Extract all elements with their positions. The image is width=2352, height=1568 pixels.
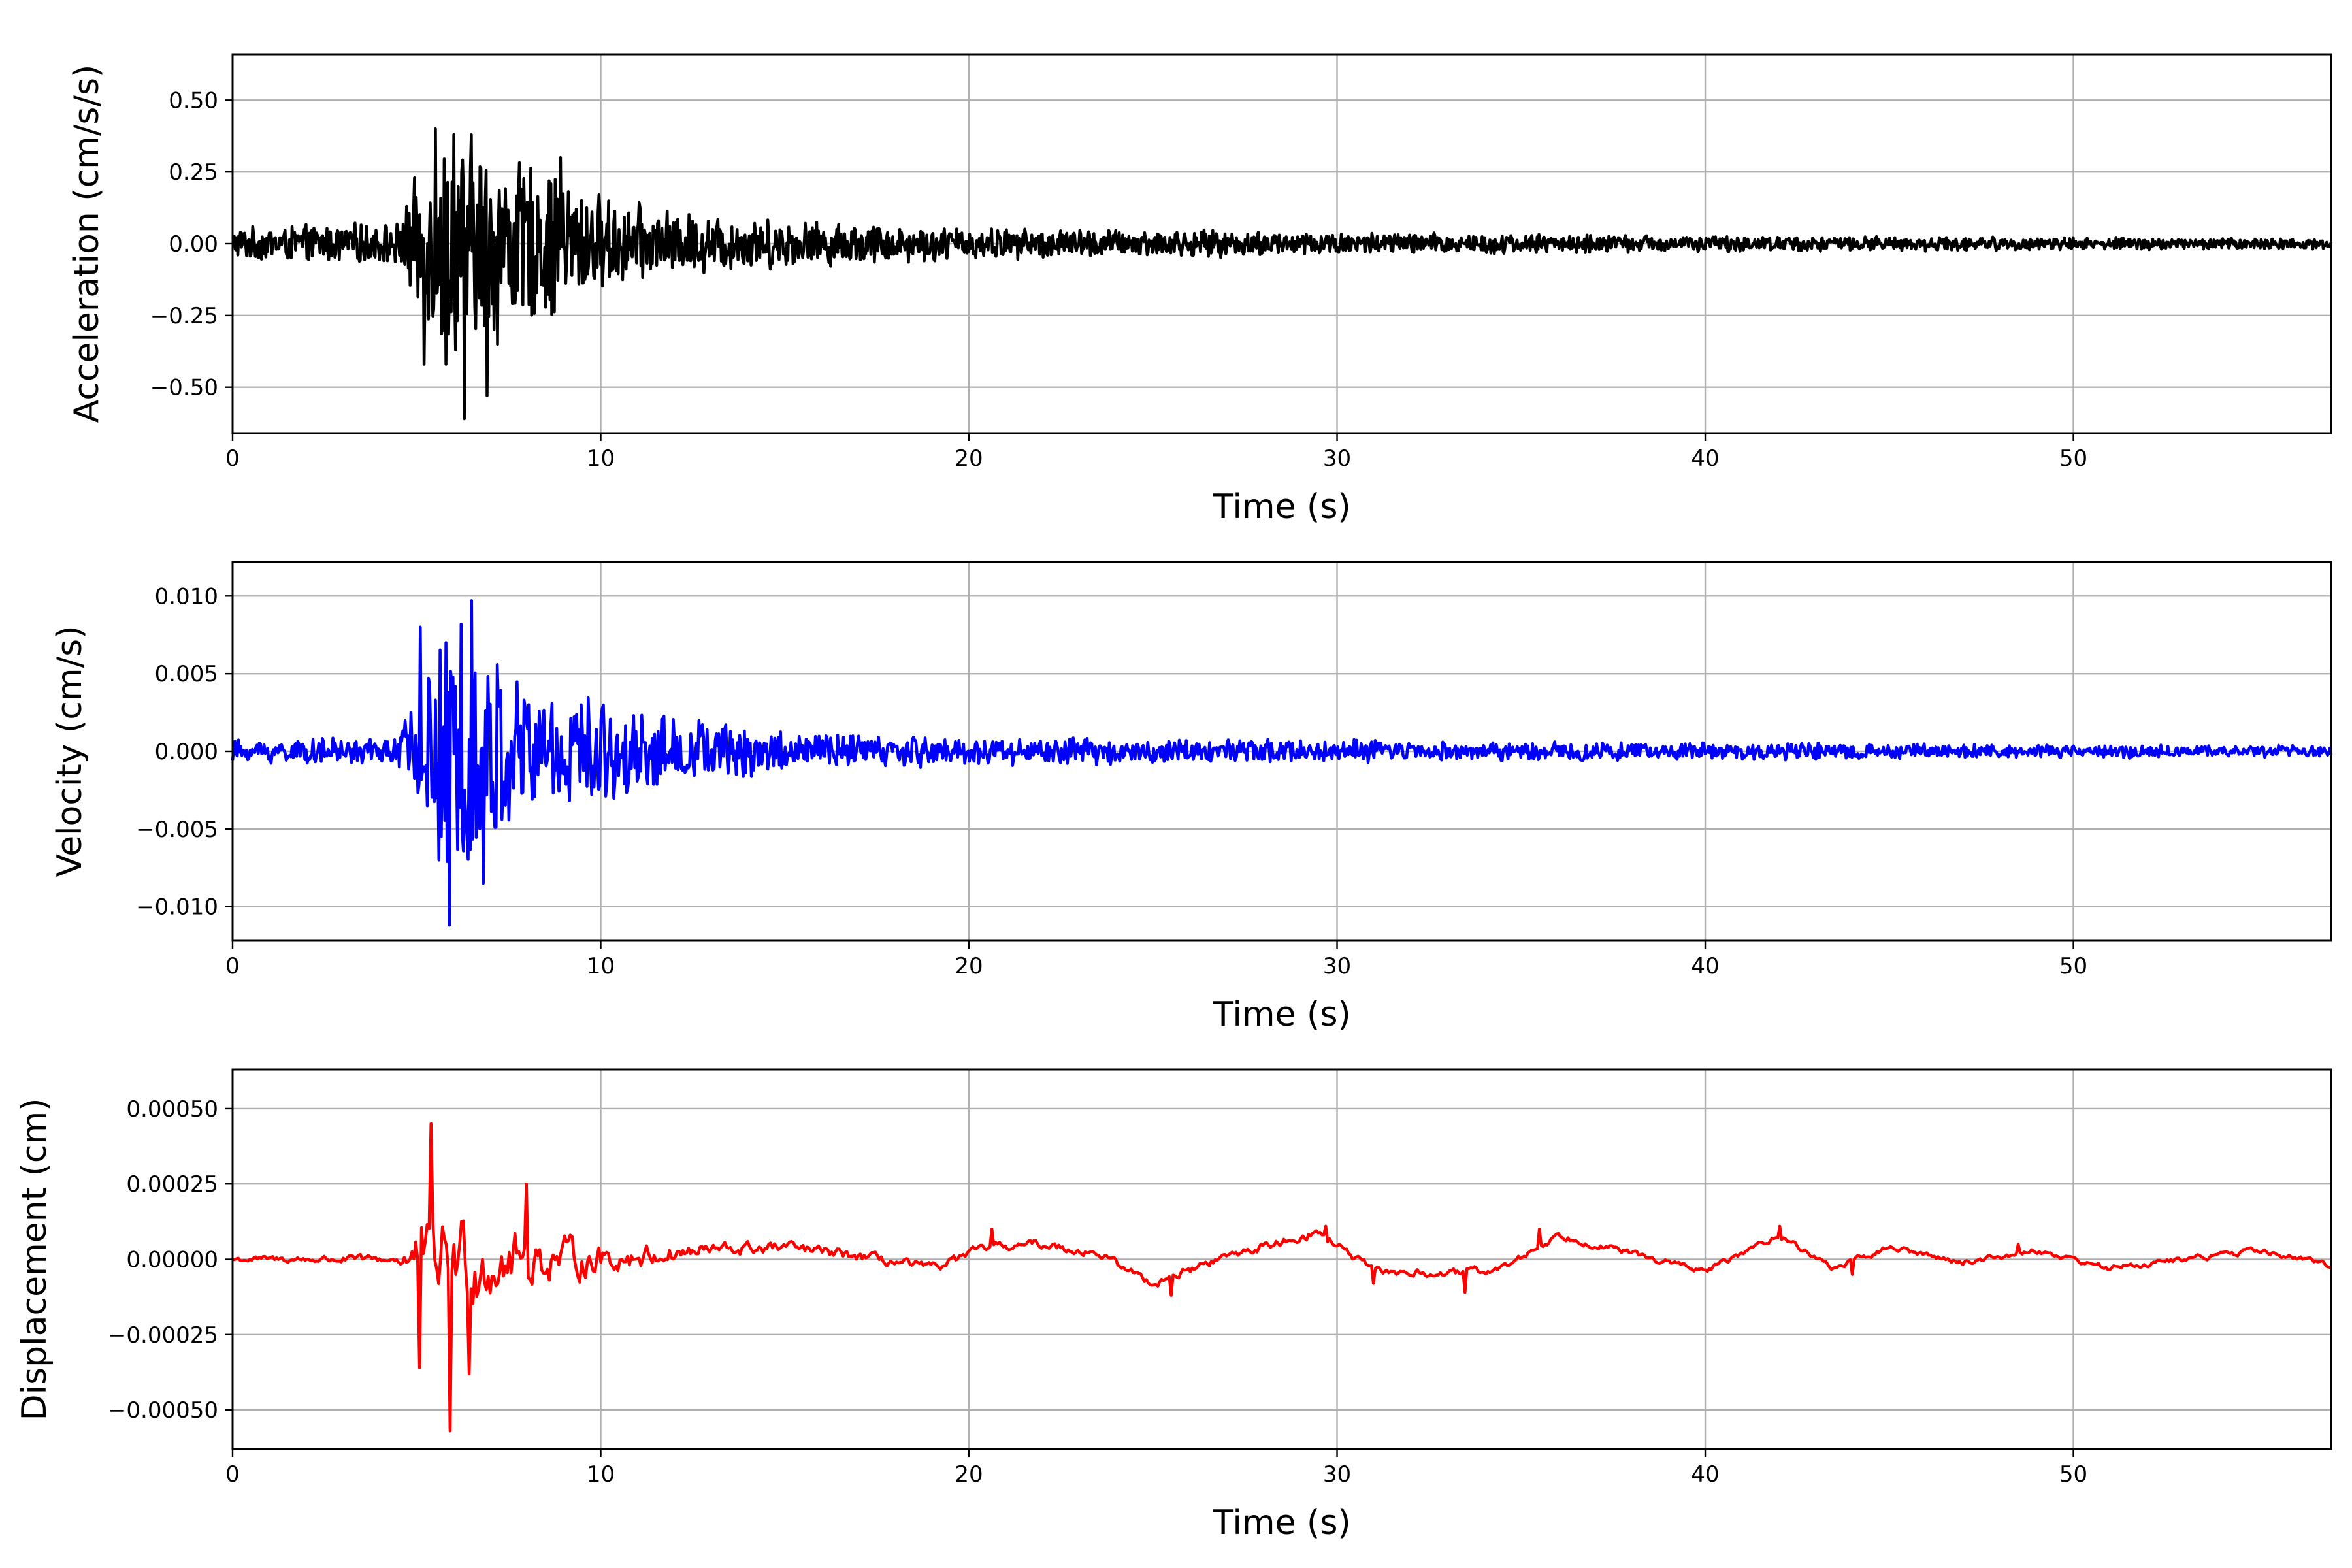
acceleration-ticks: 0 10 20 30 40 50 −0.50 −0.25 0.00 0.25 0.50 [150, 88, 2087, 472]
acceleration-x-tick-label: 50 [2059, 446, 2087, 472]
velocity-x-tick-label: 20 [955, 953, 983, 979]
displacement-y-tick-label: −0.00025 [108, 1322, 218, 1348]
velocity-x-tick-label: 0 [225, 953, 240, 979]
velocity-trace [231, 599, 2333, 927]
acceleration-y-tick-label: −0.50 [150, 375, 218, 401]
displacement-grid [231, 1070, 2331, 1449]
acceleration-x-tick-label: 40 [1691, 446, 1719, 472]
displacement-y-tick-label: 0.00000 [126, 1247, 218, 1273]
acceleration-x-tick-label: 10 [587, 446, 615, 472]
velocity-y-tick-label: −0.010 [136, 894, 218, 921]
displacement-x-tick-label: 50 [2059, 1462, 2087, 1488]
displacement-x-tick-label: 40 [1691, 1462, 1719, 1488]
velocity-y-tick-label: 0.005 [155, 661, 218, 687]
acceleration-x-tick-label: 30 [1323, 446, 1351, 472]
velocity-x-tick-label: 40 [1691, 953, 1719, 979]
displacement-y-tick-label: 0.00050 [126, 1096, 218, 1122]
displacement-ticks: 0 10 20 30 40 50 −0.00050 −0.00025 0.00000 0.0002… [108, 1096, 2087, 1488]
velocity-x-tick-label: 50 [2059, 953, 2087, 979]
velocity-y-tick-label: −0.005 [136, 817, 218, 843]
displacement-panel: 0 10 20 30 40 50 −0.00050 −0.00025 0.00000 0.0002… [15, 1068, 2332, 1543]
displacement-x-tick-label: 30 [1323, 1462, 1351, 1488]
velocity-x-tick-label: 30 [1323, 953, 1351, 979]
displacement-y-axis-label: Displacement (cm) [15, 1098, 54, 1421]
acceleration-trace [231, 127, 2333, 421]
velocity-x-tick-label: 10 [587, 953, 615, 979]
displacement-y-tick-label: −0.00050 [108, 1397, 218, 1424]
velocity-x-axis-label: Time (s) [1212, 995, 1350, 1034]
acceleration-x-axis-label: Time (s) [1212, 487, 1350, 527]
velocity-y-axis-label: Velocity (cm/s) [50, 626, 90, 877]
velocity-ticks: 0 10 20 30 40 50 −0.010 −0.005 0.000 0.005 0.010 [136, 583, 2087, 979]
displacement-x-axis-label: Time (s) [1212, 1503, 1350, 1543]
displacement-y-tick-label: 0.00025 [126, 1171, 218, 1198]
acceleration-x-tick-label: 0 [225, 446, 240, 472]
acceleration-y-tick-label: 0.50 [169, 88, 218, 114]
acceleration-y-tick-label: −0.25 [150, 303, 218, 329]
acceleration-panel: 0 10 20 30 40 50 −0.50 −0.25 0.00 0.25 0.50 Time (… [67, 53, 2333, 527]
velocity-y-tick-label: 0.000 [155, 739, 218, 765]
acceleration-x-tick-label: 20 [955, 446, 983, 472]
velocity-y-tick-label: 0.010 [155, 583, 218, 610]
acceleration-y-axis-label: Acceleration (cm/s/s) [67, 65, 106, 423]
acceleration-y-tick-label: 0.00 [169, 231, 218, 257]
displacement-x-tick-label: 0 [225, 1462, 240, 1488]
displacement-x-tick-label: 20 [955, 1462, 983, 1488]
velocity-panel: 0 10 20 30 40 50 −0.010 −0.005 0.000 0.005 0.010 T… [50, 561, 2333, 1034]
displacement-x-tick-label: 10 [587, 1462, 615, 1488]
acceleration-y-tick-label: 0.25 [169, 159, 218, 186]
displacement-trace [232, 1122, 2332, 1433]
